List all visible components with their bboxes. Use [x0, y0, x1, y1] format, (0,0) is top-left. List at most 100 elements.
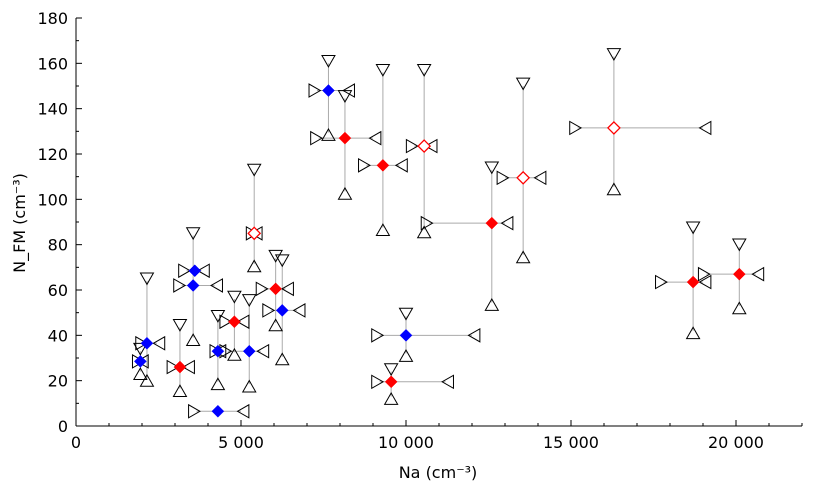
filled-blue-diamond-point [186, 279, 200, 292]
upper-error-cap [383, 363, 399, 377]
data-points [133, 84, 746, 418]
lower-error-cap [685, 326, 701, 340]
y-tick-label: 160 [37, 54, 68, 73]
upper-error-cap [139, 272, 155, 286]
open-red-diamond-point [606, 121, 621, 135]
left-error-cap [697, 266, 711, 282]
lower-error-cap [185, 333, 201, 346]
lower-error-cap [383, 392, 399, 405]
filled-blue-diamond-point [242, 344, 256, 358]
upper-error-cap [268, 249, 284, 263]
right-error-cap [292, 303, 306, 318]
error-bars [139, 56, 756, 412]
x-tick-label: 10 000 [378, 433, 434, 452]
right-error-cap [342, 83, 355, 98]
upper-error-cap [337, 90, 353, 103]
filled-red-diamond-point [686, 275, 700, 289]
lower-error-cap [227, 347, 242, 361]
right-error-cap [256, 343, 270, 359]
left-error-cap [178, 263, 192, 279]
y-tick-label: 20 [48, 372, 68, 391]
y-tick-label: 140 [37, 100, 68, 119]
filled-blue-diamond-point [399, 328, 413, 342]
right-error-cap [152, 335, 166, 351]
left-error-cap [166, 359, 180, 375]
x-tick-label: 20 000 [708, 433, 764, 452]
filled-blue-diamond-point [140, 336, 154, 350]
upper-error-cap [731, 238, 747, 252]
upper-error-cap [227, 290, 242, 304]
y-tick-label: 40 [48, 326, 68, 345]
filled-blue-diamond-point [275, 304, 289, 317]
filled-red-diamond-point [376, 158, 390, 172]
lower-error-cap [484, 297, 500, 311]
left-error-cap [219, 314, 233, 330]
filled-red-diamond-point [485, 216, 499, 230]
filled-red-diamond-point [269, 282, 283, 296]
upper-error-cap [515, 77, 531, 91]
filled-blue-diamond-point [133, 355, 147, 368]
lower-error-cap [246, 259, 262, 273]
upper-error-cap [416, 64, 432, 77]
y-axis-title: N_FM (cm⁻³) [10, 173, 30, 273]
x-axis-title: Na (cm⁻³) [399, 463, 478, 482]
filled-blue-diamond-point [322, 84, 335, 97]
right-error-cap [500, 215, 514, 231]
upper-error-cap [246, 163, 262, 177]
y-tick-label: 100 [37, 190, 68, 209]
upper-error-cap [685, 221, 701, 235]
x-tick-label: 5 000 [218, 433, 264, 452]
lower-error-cap [268, 318, 284, 332]
left-error-cap [308, 83, 322, 98]
filled-red-diamond-point [173, 360, 187, 374]
upper-error-cap [398, 307, 414, 321]
filled-blue-diamond-point [211, 344, 225, 358]
left-error-cap [262, 303, 276, 318]
upper-error-cap [375, 64, 391, 77]
right-error-cap [236, 403, 250, 419]
right-error-cap [751, 266, 765, 282]
x-tick-label: 0 [71, 433, 81, 452]
y-tick-label: 0 [58, 417, 68, 436]
y-tick-label: 60 [48, 281, 68, 300]
right-error-cap [467, 327, 481, 343]
right-error-cap [210, 278, 223, 293]
filled-red-diamond-point [384, 375, 398, 389]
open-red-diamond-point [417, 139, 432, 153]
left-error-cap [569, 120, 583, 136]
upper-error-cap [185, 227, 201, 241]
open-red-diamond-point [247, 226, 262, 241]
lower-error-cap [606, 182, 622, 196]
axes: 0 5 000 10 000 15 000 20 000 0 20 40 60 80 100 120 1… [37, 9, 803, 452]
upper-error-cap [274, 254, 290, 268]
lower-error-cap [274, 352, 290, 366]
filled-red-diamond-point [732, 267, 746, 281]
lower-error-cap [731, 301, 747, 315]
left-error-cap [405, 138, 419, 154]
left-error-cap [655, 274, 668, 290]
filled-blue-diamond-point [188, 264, 202, 278]
right-error-cap [698, 120, 712, 136]
left-error-cap [173, 278, 187, 293]
y-tick-label: 80 [48, 236, 68, 255]
left-error-cap [188, 403, 201, 419]
left-error-cap [135, 335, 149, 351]
right-error-cap [441, 374, 454, 390]
right-error-cap [196, 263, 210, 279]
left-error-cap [496, 170, 510, 186]
lower-error-cap [321, 127, 336, 141]
right-error-cap [281, 281, 294, 297]
filled-red-diamond-point [338, 131, 352, 145]
x-tick-label: 15 000 [543, 433, 599, 452]
left-error-cap [310, 130, 324, 146]
y-tick-label: 120 [37, 145, 68, 164]
lower-error-cap [337, 186, 353, 200]
lower-error-cap [241, 379, 257, 393]
upper-error-cap [321, 54, 336, 68]
filled-blue-diamond-point [211, 404, 225, 418]
lower-error-cap [375, 223, 391, 237]
filled-red-diamond-point [228, 315, 241, 329]
right-error-cap [698, 274, 712, 290]
left-error-cap [255, 281, 269, 297]
